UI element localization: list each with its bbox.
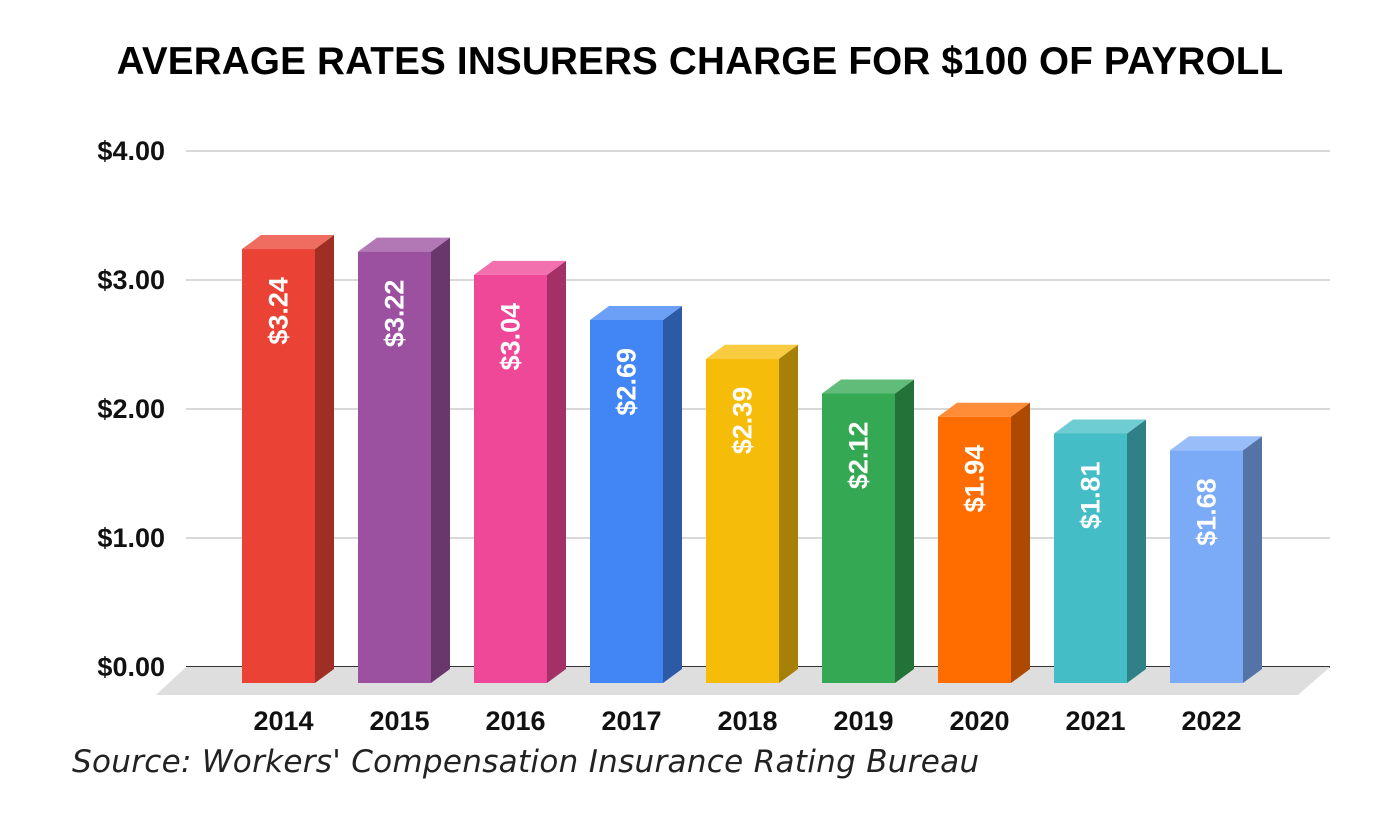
x-tick-label: 2019 — [833, 706, 893, 736]
data-label: $3.24 — [264, 277, 294, 345]
x-tick-label: 2014 — [253, 706, 313, 736]
y-axis-ticks: $0.00 $1.00 $2.00 $3.00 $4.00 — [97, 136, 165, 682]
data-label: $1.68 — [1192, 478, 1222, 546]
bar-side — [1127, 419, 1146, 683]
bar-2019: $2.12 — [822, 379, 914, 683]
bar-top — [590, 305, 682, 320]
bar-front — [590, 319, 663, 683]
bar-front — [242, 249, 315, 684]
y-tick-label: $3.00 — [97, 265, 165, 295]
bar-front — [358, 251, 431, 683]
bar-top — [706, 344, 798, 359]
data-label: $1.81 — [1076, 462, 1106, 530]
data-label: $1.94 — [960, 445, 990, 513]
y-tick-label: $4.00 — [97, 136, 165, 166]
bar-2017: $2.69 — [590, 305, 682, 683]
bar-front — [706, 358, 779, 683]
y-tick-label: $2.00 — [97, 394, 165, 424]
bar-side — [431, 237, 450, 683]
y-tick-label: $0.00 — [97, 652, 165, 682]
x-tick-label: 2018 — [717, 706, 777, 736]
source-note: Source: Workers' Compensation Insurance … — [72, 744, 980, 780]
bar-2018: $2.39 — [706, 344, 798, 683]
bar-top — [1054, 419, 1146, 434]
bar-side — [895, 379, 914, 683]
bar-2020: $1.94 — [938, 402, 1030, 683]
bar-2016: $3.04 — [474, 260, 566, 683]
data-label: $2.39 — [728, 387, 758, 455]
x-tick-label: 2016 — [485, 706, 545, 736]
bar-top — [822, 379, 914, 394]
data-label: $2.12 — [844, 422, 874, 490]
data-label: $3.22 — [380, 280, 410, 348]
bar-2022: $1.68 — [1170, 436, 1262, 683]
bar-side — [315, 235, 334, 684]
bar-front — [822, 393, 895, 683]
bar-2015: $3.22 — [358, 237, 450, 683]
data-label: $3.04 — [496, 303, 526, 371]
x-tick-label: 2021 — [1065, 706, 1125, 736]
x-tick-label: 2017 — [601, 706, 661, 736]
x-tick-label: 2020 — [949, 706, 1009, 736]
x-axis-ticks: 2014 2015 2016 2017 2018 2019 2020 2021 2022 — [253, 706, 1241, 736]
bar-side — [779, 344, 798, 683]
bar-2021: $1.81 — [1054, 419, 1146, 683]
bar-side — [663, 305, 682, 683]
bar-side — [1011, 402, 1030, 683]
x-tick-label: 2015 — [369, 706, 429, 736]
bar-top — [474, 260, 566, 275]
bar-front — [1170, 450, 1243, 683]
bar-2014: $3.24 — [242, 235, 334, 684]
data-label: $2.69 — [612, 348, 642, 416]
bar-top — [242, 235, 334, 250]
bar-top — [1170, 436, 1262, 451]
bar-front — [474, 274, 547, 683]
bar-side — [547, 260, 566, 683]
bar-front — [938, 416, 1011, 683]
bar-top — [358, 237, 450, 252]
bar-top — [938, 402, 1030, 417]
bar-side — [1243, 436, 1262, 683]
x-tick-label: 2022 — [1181, 706, 1241, 736]
y-tick-label: $1.00 — [97, 523, 165, 553]
bar-front — [1054, 433, 1127, 683]
bars: $3.24 $3.22 $3.04 $2.69 $2.39 $2.12 $1.94 $1.81… — [242, 235, 1262, 684]
chart-title: AVERAGE RATES INSURERS CHARGE FOR $100 O… — [116, 40, 1284, 83]
